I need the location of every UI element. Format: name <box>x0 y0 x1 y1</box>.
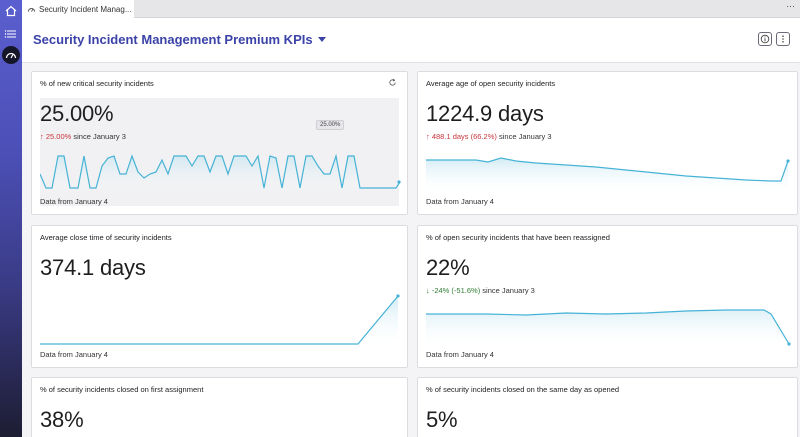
trend-delta: 488.1 days (66.2%) <box>431 132 497 141</box>
kpi-value: 22% <box>426 255 470 280</box>
dashboard-title-selector[interactable]: Security Incident Management Premium KPI… <box>33 32 326 47</box>
tab-dashboard[interactable]: Security Incident Manag... <box>22 0 134 18</box>
card-footer: Data from January 4 <box>426 197 494 206</box>
info-icon <box>760 34 770 44</box>
kpi-trend: ↑ 25.00% since January 3 <box>40 132 126 141</box>
sparkline-chart <box>40 294 400 348</box>
kpi-card-reassigned[interactable]: % of open security incidents that have b… <box>417 225 798 368</box>
kpi-trend: ↓ -24% (-51.6%) since January 3 <box>426 286 535 295</box>
kpi-card-average-age[interactable]: Average age of open security incidents 1… <box>417 71 798 215</box>
more-vertical-icon <box>782 35 784 43</box>
sparkline-chart <box>40 153 401 194</box>
tab-bar: Security Incident Manag... ⋯ <box>22 0 800 18</box>
list-icon[interactable] <box>4 27 18 39</box>
kpi-card-closed-first-assignment[interactable]: % of security incidents closed on first … <box>31 377 408 437</box>
page-title: Security Incident Management Premium KPI… <box>33 32 313 47</box>
kpi-value: 25.00% <box>40 101 114 126</box>
trend-text: since January 3 <box>498 132 552 141</box>
sparkline-chart <box>426 157 790 194</box>
card-footer: Data from January 4 <box>40 197 108 206</box>
info-button[interactable] <box>758 32 772 46</box>
trend-delta: -24% (-51.6%) <box>431 286 481 295</box>
card-title: % of new critical security incidents <box>40 79 154 88</box>
kpi-card-new-critical[interactable]: % of new critical security incidents 25.… <box>31 71 408 215</box>
home-icon[interactable] <box>4 4 18 18</box>
card-title: % of open security incidents that have b… <box>426 233 610 242</box>
trend-up-arrow-icon: ↑ <box>40 132 44 141</box>
tab-label: Security Incident Manag... <box>39 4 132 14</box>
kpi-value: 1224.9 days <box>426 101 544 126</box>
gauge-icon[interactable] <box>2 46 20 64</box>
left-nav-rail <box>0 0 22 437</box>
kpi-value: 374.1 days <box>40 255 146 280</box>
card-title: % of security incidents closed on first … <box>40 385 204 394</box>
trend-text: since January 3 <box>482 286 535 295</box>
kpi-card-closed-same-day[interactable]: % of security incidents closed on the sa… <box>417 377 798 437</box>
sparkline-chart <box>426 309 791 350</box>
caret-down-icon <box>317 37 326 42</box>
dashboard-header: Security Incident Management Premium KPI… <box>22 18 800 63</box>
trend-up-arrow-icon: ↑ <box>426 132 430 141</box>
kpi-value: 5% <box>426 407 458 432</box>
kpi-trend: ↑ 488.1 days (66.2%) since January 3 <box>426 132 552 141</box>
kpi-value: 38% <box>40 407 84 432</box>
trend-delta: 25.00% <box>45 132 72 141</box>
card-title: % of security incidents closed on the sa… <box>426 385 620 394</box>
chart-tooltip: 25.00% <box>316 120 345 130</box>
refresh-icon[interactable] <box>388 78 397 87</box>
trend-down-arrow-icon: ↓ <box>426 286 430 295</box>
card-footer: Data from January 4 <box>426 350 494 359</box>
trend-text: since January 3 <box>73 132 126 141</box>
more-options-button[interactable] <box>776 32 790 46</box>
card-title: Average close time of security incidents <box>40 233 172 242</box>
card-title: Average age of open security incidents <box>426 79 556 88</box>
gauge-icon <box>27 7 36 12</box>
kpi-card-average-close-time[interactable]: Average close time of security incidents… <box>31 225 408 368</box>
tab-more-icon[interactable]: ⋯ <box>786 1 796 11</box>
card-footer: Data from January 4 <box>40 350 108 359</box>
